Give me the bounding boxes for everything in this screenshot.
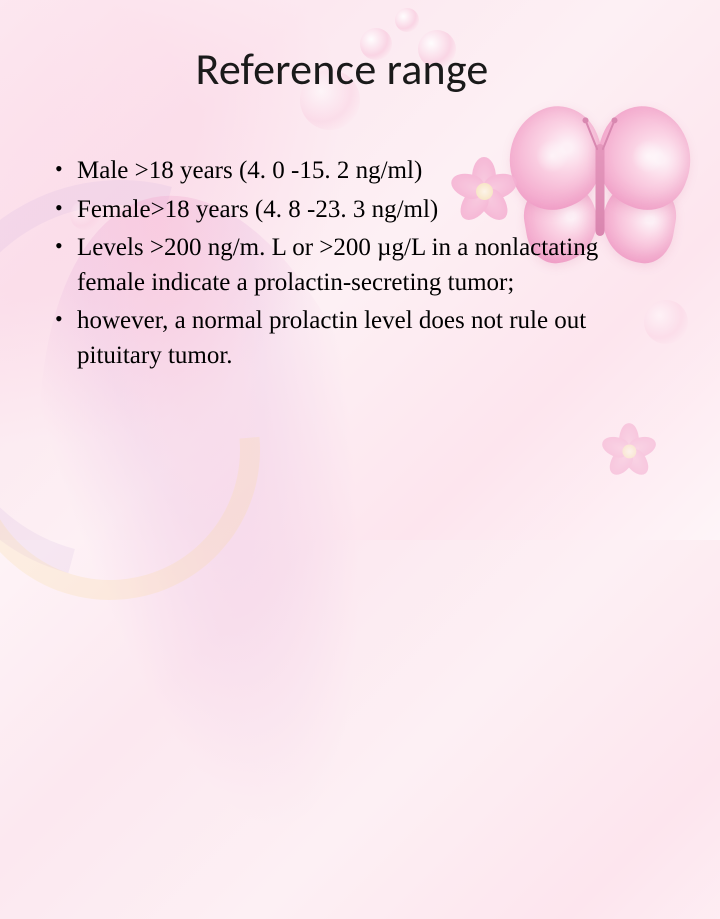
slide-content: Reference range Male >18 years (4. 0 -15… (0, 0, 720, 373)
petal (619, 423, 639, 451)
petal (626, 433, 659, 460)
list-item: Levels >200 ng/m. L or >200 µg/L in a no… (52, 231, 668, 300)
petal (599, 433, 632, 460)
list-item: however, a normal prolactin level does n… (52, 304, 668, 373)
petal (621, 445, 653, 479)
slide-title: Reference range (16, 42, 668, 96)
petal (605, 445, 637, 479)
list-item: Male >18 years (4. 0 -15. 2 ng/ml) (52, 154, 668, 189)
bullet-list: Male >18 years (4. 0 -15. 2 ng/ml) Femal… (52, 154, 668, 373)
flower-icon (599, 421, 658, 480)
flower-center (622, 444, 636, 458)
list-item: Female>18 years (4. 8 -23. 3 ng/ml) (52, 193, 668, 228)
